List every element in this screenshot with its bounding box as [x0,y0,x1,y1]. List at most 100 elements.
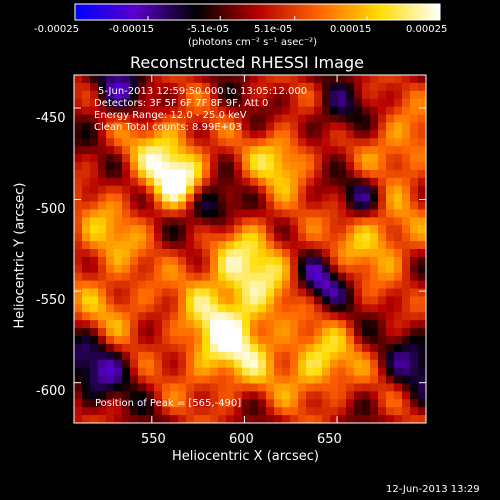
heatmap-cell [74,90,83,100]
heatmap-cell [338,106,347,116]
heatmap-cell [74,399,83,408]
heatmap-cell [202,217,211,226]
heatmap-cell [362,256,371,266]
heatmap-cell [138,399,147,408]
heatmap-cell [210,233,219,242]
heatmap-cell [322,154,331,163]
heatmap-cell [282,249,291,258]
heatmap-cell [346,185,355,195]
heatmap-cell [250,296,259,305]
heatmap-cell [370,154,379,163]
heatmap-cell [74,256,83,266]
heatmap-cell [330,130,339,139]
heatmap-cell [354,407,363,416]
heatmap-cell [250,154,259,163]
heatmap-cell [338,328,347,337]
heatmap-cell [242,320,251,329]
heatmap-cell [274,296,283,305]
heatmap-cell [346,249,355,258]
heatmap-cell [402,162,411,171]
heatmap-cell [290,375,299,384]
heatmap-cell [98,193,107,203]
heatmap-cell [346,209,355,218]
heatmap-cell [410,138,419,147]
heatmap-cell [354,162,363,171]
heatmap-cell [98,256,107,266]
heatmap-cell [298,383,307,392]
heatmap-cell [234,304,243,313]
heatmap-cell [338,304,347,313]
heatmap-cell [250,351,259,361]
heatmap-cell [210,351,219,361]
heatmap-cell [322,399,331,408]
heatmap-cell [362,375,371,384]
heatmap-cell [154,407,163,416]
heatmap-cell [402,154,411,163]
heatmap-cell [74,138,83,147]
heatmap-cell [410,343,419,353]
heatmap-cell [274,82,283,92]
heatmap-cell [154,272,163,282]
heatmap-cell [194,225,203,234]
heatmap-cell [322,193,331,203]
heatmap-cell [210,280,219,290]
annotation-time-range: 5-Jun-2013 12:59:50.000 to 13:05:12.000 [98,86,308,97]
heatmap-cell [298,138,307,147]
heatmap-cell [82,336,91,345]
heatmap-cell [170,320,179,329]
heatmap-cell [354,138,363,147]
heatmap-cell [274,367,283,377]
heatmap-cell [242,217,251,226]
heatmap-cell [122,264,131,274]
heatmap-cell [218,90,227,100]
heatmap-cell [242,383,251,392]
heatmap-cell [210,399,219,408]
heatmap-cell [250,225,259,234]
heatmap-cell [162,193,171,203]
heatmap-cell [258,146,267,155]
heatmap-cell [242,233,251,242]
heatmap-cell [114,407,123,416]
heatmap-cell [162,177,171,187]
heatmap-cell [74,233,83,242]
heatmap-cell [306,169,315,179]
heatmap-cell [386,106,395,116]
heatmap-cell [162,383,171,392]
heatmap-cell [154,209,163,218]
heatmap-cell [258,225,267,234]
heatmap-cell [122,201,131,210]
heatmap-cell [306,185,315,195]
heatmap-cell [186,193,195,203]
heatmap-cell [322,241,331,250]
heatmap-cell [394,201,403,210]
heatmap-cell [178,312,187,321]
heatmap-cell [170,162,179,171]
heatmap-cell [402,193,411,203]
heatmap-cell [386,169,395,179]
heatmap-cell [314,90,323,100]
heatmap-cell [306,130,315,139]
heatmap-cell [346,201,355,210]
heatmap-cell [298,343,307,353]
heatmap-cell [162,114,171,123]
heatmap-cell [122,193,131,203]
heatmap-cell [122,367,131,377]
heatmap-cell [106,154,115,163]
heatmap-cell [114,114,123,123]
heatmap-cell [226,209,235,218]
heatmap-cell [418,359,427,369]
heatmap-cell [90,233,99,242]
heatmap-cell [210,130,219,139]
heatmap-cell [258,185,267,195]
heatmap-cell [138,304,147,313]
heatmap-cell [362,209,371,218]
heatmap-cell [74,162,83,171]
heatmap-cell [378,177,387,187]
heatmap-cell [90,383,99,392]
heatmap-cell [242,169,251,179]
heatmap-cell [226,162,235,171]
heatmap-cell [314,304,323,313]
heatmap-cell [106,391,115,400]
heatmap-cell [234,359,243,369]
heatmap-cell [106,328,115,337]
